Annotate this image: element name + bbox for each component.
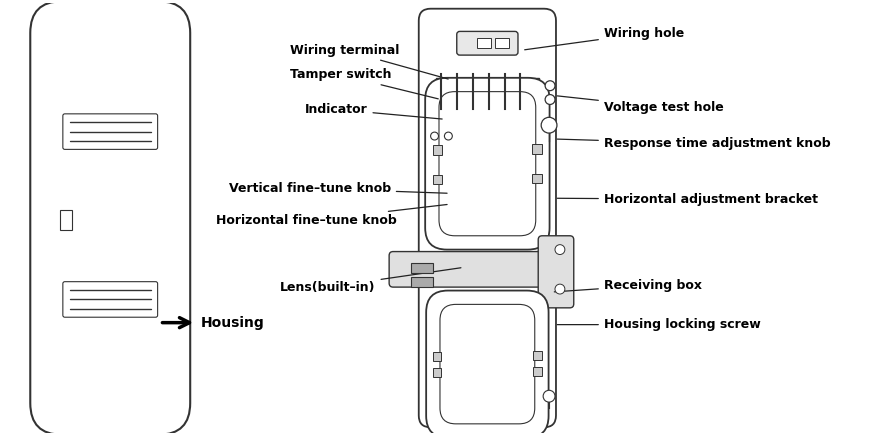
Text: Tamper switch: Tamper switch <box>290 68 438 99</box>
FancyBboxPatch shape <box>426 290 549 436</box>
Text: Housing: Housing <box>201 316 265 330</box>
Bar <box>534 351 542 360</box>
Circle shape <box>541 117 557 133</box>
Circle shape <box>444 132 452 140</box>
Text: Wiring hole: Wiring hole <box>525 27 684 50</box>
Bar <box>433 368 442 377</box>
Bar <box>495 38 509 48</box>
Circle shape <box>544 390 555 402</box>
Circle shape <box>545 95 555 105</box>
FancyBboxPatch shape <box>538 236 574 308</box>
Bar <box>532 144 542 154</box>
Bar <box>435 78 539 109</box>
Text: Horizontal fine–tune knob: Horizontal fine–tune knob <box>215 204 447 228</box>
Text: Vertical fine–tune knob: Vertical fine–tune knob <box>229 182 447 195</box>
FancyBboxPatch shape <box>426 78 550 249</box>
Text: Horizontal adjustment bracket: Horizontal adjustment bracket <box>557 193 818 206</box>
FancyBboxPatch shape <box>457 31 518 55</box>
FancyBboxPatch shape <box>30 1 190 435</box>
Bar <box>477 38 492 48</box>
Bar <box>411 277 433 287</box>
FancyBboxPatch shape <box>63 114 157 150</box>
Text: Indicator: Indicator <box>305 103 443 119</box>
Text: Lens(built–in): Lens(built–in) <box>280 268 461 293</box>
FancyBboxPatch shape <box>418 9 556 427</box>
Text: Receiving box: Receiving box <box>554 279 702 292</box>
FancyBboxPatch shape <box>439 92 536 236</box>
Circle shape <box>431 132 438 140</box>
Text: Wiring terminal: Wiring terminal <box>290 44 448 79</box>
Bar <box>433 352 442 361</box>
Text: Response time adjustment knob: Response time adjustment knob <box>557 137 831 150</box>
Circle shape <box>555 245 565 255</box>
Bar <box>534 367 542 376</box>
FancyBboxPatch shape <box>63 282 157 317</box>
Bar <box>433 174 443 184</box>
Text: Voltage test hole: Voltage test hole <box>557 96 723 114</box>
Text: Housing locking screw: Housing locking screw <box>557 318 761 331</box>
Bar <box>433 145 443 155</box>
Bar <box>434 111 446 125</box>
Circle shape <box>555 284 565 294</box>
Circle shape <box>545 81 555 91</box>
FancyBboxPatch shape <box>440 304 535 424</box>
Bar <box>60 210 72 230</box>
FancyBboxPatch shape <box>389 252 548 287</box>
Bar <box>411 263 433 273</box>
Bar <box>532 174 542 184</box>
